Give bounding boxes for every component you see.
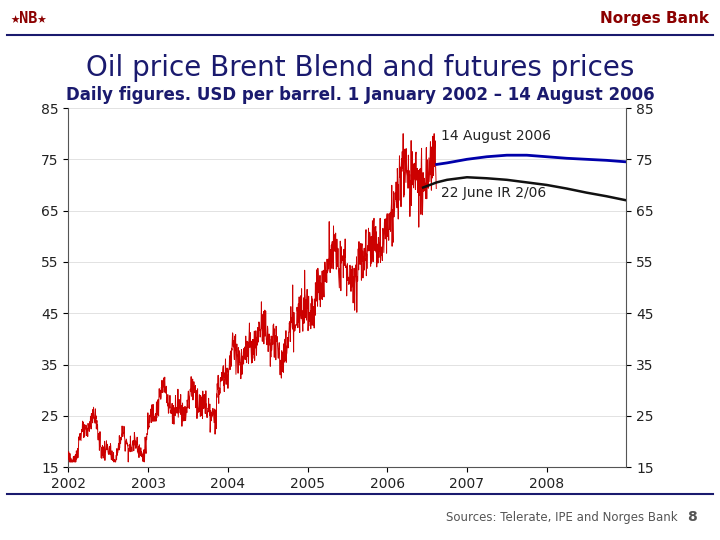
Text: ★NB★: ★NB★ [11, 11, 48, 26]
Text: 22 June IR 2/06: 22 June IR 2/06 [441, 186, 546, 200]
Text: Oil price Brent Blend and futures prices: Oil price Brent Blend and futures prices [86, 53, 634, 82]
Text: 14 August 2006: 14 August 2006 [441, 129, 552, 143]
Text: Sources: Telerate, IPE and Norges Bank: Sources: Telerate, IPE and Norges Bank [446, 511, 678, 524]
Text: Daily figures. USD per barrel. 1 January 2002 – 14 August 2006: Daily figures. USD per barrel. 1 January… [66, 85, 654, 104]
Text: Norges Bank: Norges Bank [600, 11, 709, 26]
Text: 8: 8 [688, 510, 698, 524]
